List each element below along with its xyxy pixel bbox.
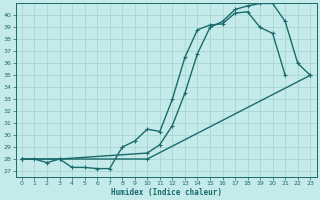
X-axis label: Humidex (Indice chaleur): Humidex (Indice chaleur) — [111, 188, 221, 197]
